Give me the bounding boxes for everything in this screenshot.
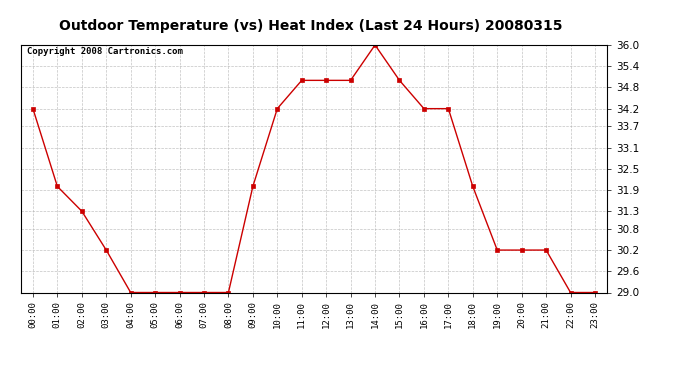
Text: Outdoor Temperature (vs) Heat Index (Last 24 Hours) 20080315: Outdoor Temperature (vs) Heat Index (Las…: [59, 19, 562, 33]
Text: Copyright 2008 Cartronics.com: Copyright 2008 Cartronics.com: [26, 48, 182, 57]
